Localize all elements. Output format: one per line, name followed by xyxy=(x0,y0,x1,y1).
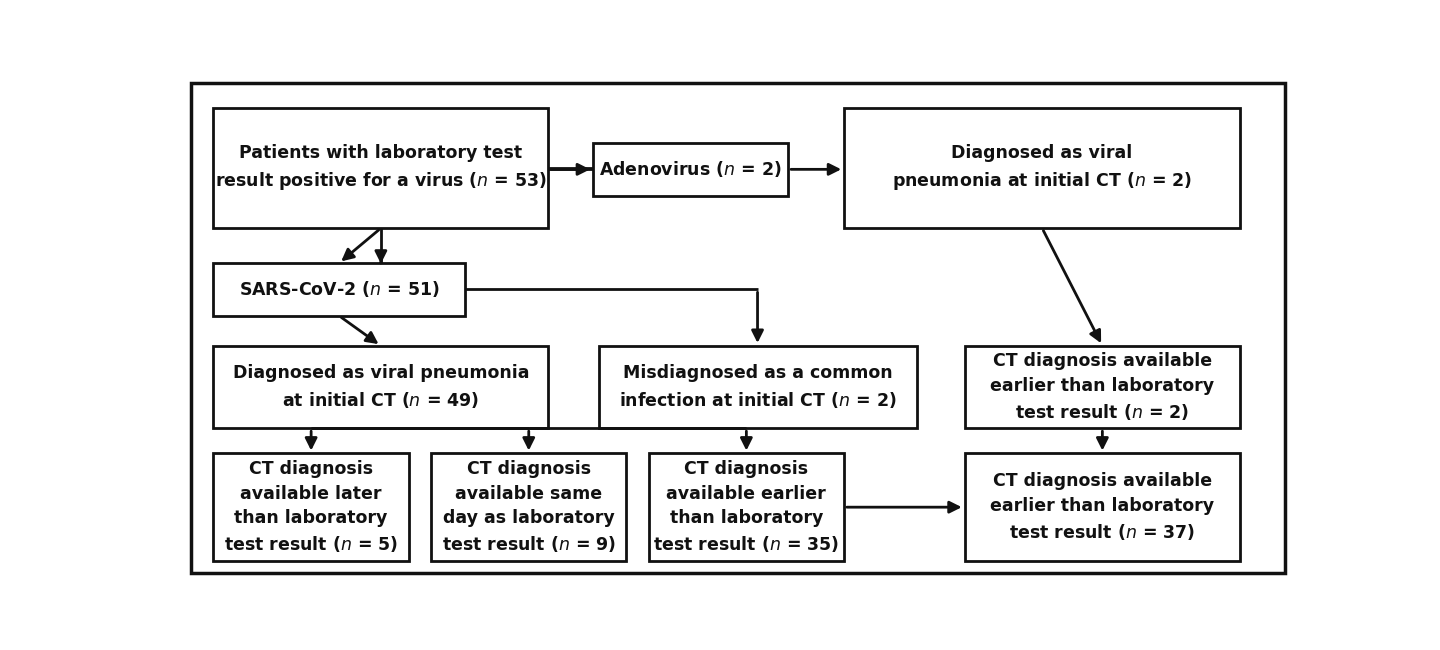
Bar xyxy=(213,346,549,428)
Text: Adenovirus ($\mathit{n}$ = 2): Adenovirus ($\mathit{n}$ = 2) xyxy=(599,159,782,179)
Bar xyxy=(599,346,916,428)
Bar xyxy=(965,346,1240,428)
Bar xyxy=(593,143,788,196)
Text: Patients with laboratory test
result positive for a virus ($\mathit{n}$ = 53): Patients with laboratory test result pos… xyxy=(215,144,547,192)
Text: Diagnosed as viral
pneumonia at initial CT ($\mathit{n}$ = 2): Diagnosed as viral pneumonia at initial … xyxy=(891,144,1192,192)
Bar xyxy=(648,454,844,561)
Text: CT diagnosis
available earlier
than laboratory
test result ($\mathit{n}$ = 35): CT diagnosis available earlier than labo… xyxy=(654,460,840,554)
Text: CT diagnosis
available same
day as laboratory
test result ($\mathit{n}$ = 9): CT diagnosis available same day as labor… xyxy=(442,460,616,554)
Bar xyxy=(431,454,626,561)
Bar xyxy=(965,454,1240,561)
Text: Diagnosed as viral pneumonia
at initial CT ($\mathit{n}$ = 49): Diagnosed as viral pneumonia at initial … xyxy=(233,365,528,410)
Text: CT diagnosis
available later
than laboratory
test result ($\mathit{n}$ = 5): CT diagnosis available later than labora… xyxy=(225,460,399,554)
Bar xyxy=(213,454,409,561)
Bar xyxy=(213,263,465,316)
Text: CT diagnosis available
earlier than laboratory
test result ($\mathit{n}$ = 37): CT diagnosis available earlier than labo… xyxy=(991,473,1214,542)
Text: SARS-CoV-2 ($\mathit{n}$ = 51): SARS-CoV-2 ($\mathit{n}$ = 51) xyxy=(239,280,439,300)
Bar xyxy=(213,108,549,228)
Bar xyxy=(844,108,1240,228)
Text: CT diagnosis available
earlier than laboratory
test result ($\mathit{n}$ = 2): CT diagnosis available earlier than labo… xyxy=(991,352,1214,422)
Text: Misdiagnosed as a common
infection at initial CT ($\mathit{n}$ = 2): Misdiagnosed as a common infection at in… xyxy=(619,365,896,410)
